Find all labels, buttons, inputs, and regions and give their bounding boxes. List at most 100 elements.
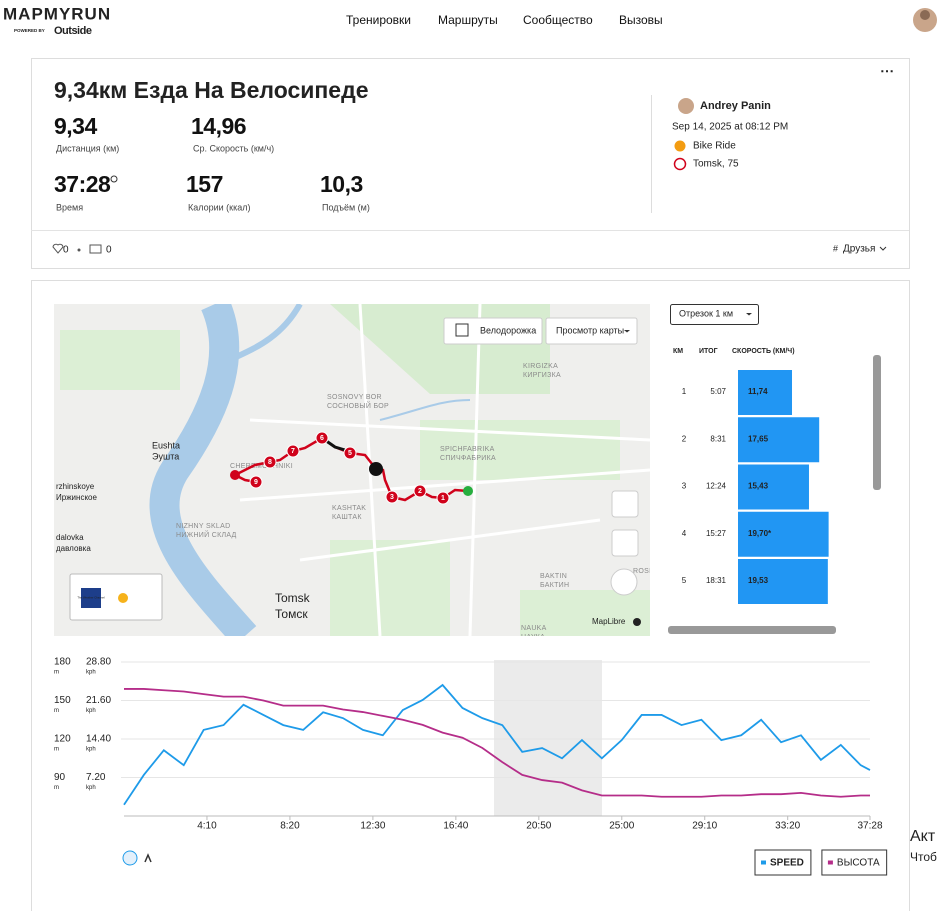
split-time: 12:24 <box>706 482 727 491</box>
avatar-head <box>920 10 930 20</box>
legend-label: SPEED <box>770 858 804 869</box>
privacy[interactable]: Друзья <box>843 244 875 255</box>
caret <box>746 313 752 316</box>
stat-value: 10,3 <box>320 171 363 197</box>
bar <box>738 511 829 557</box>
weather-widget[interactable] <box>69 573 163 621</box>
stream <box>379 399 471 421</box>
nav-link[interactable]: Маршруты <box>438 13 498 27</box>
weather-logo <box>81 588 101 608</box>
scroll-thumb[interactable] <box>873 355 881 490</box>
split-time: 5:07 <box>710 387 726 396</box>
x-tick-label: 25:00 <box>609 821 634 832</box>
map[interactable]: KIRGIZKA КИРГИЗКА SOSNOVY BOR СОСНОВЫЙ Б… <box>54 304 651 641</box>
km-marker[interactable] <box>315 431 329 445</box>
location-icon <box>673 157 687 171</box>
split-time: 8:31 <box>710 434 726 443</box>
km-marker-label: 1 <box>441 495 445 502</box>
position-marker <box>369 462 383 476</box>
km-marker[interactable] <box>263 455 277 469</box>
map-view-label: Просмотр карты <box>556 325 624 335</box>
km-marker[interactable] <box>413 484 427 498</box>
split-select-label: Отрезок 1 км <box>679 308 733 318</box>
stat-label: Ср. Скорость (км/ч) <box>193 143 274 153</box>
km-marker[interactable] <box>436 491 450 505</box>
x-tick-label: 16:40 <box>443 821 468 832</box>
info-icon[interactable] <box>110 175 118 183</box>
time-toggle[interactable] <box>122 850 138 866</box>
brand: Outside <box>54 25 92 37</box>
map-label: rzhinskoye <box>56 482 95 491</box>
x-tick-label: 29:10 <box>692 821 717 832</box>
km-marker[interactable] <box>249 475 263 489</box>
legend-swatch <box>827 860 833 865</box>
activity-card <box>31 58 910 269</box>
km-marker-label: 3 <box>390 494 394 501</box>
bike-icon <box>674 140 686 152</box>
locate-button[interactable] <box>611 529 639 557</box>
stat-value: 9,34 <box>54 113 97 139</box>
watermark: Акт <box>910 828 936 845</box>
dot <box>77 248 81 252</box>
km-label: 2 <box>682 434 687 443</box>
park <box>60 330 650 636</box>
km-marker-label: 7 <box>291 448 295 455</box>
km-marker[interactable] <box>385 490 399 504</box>
map-view-button[interactable] <box>545 317 638 345</box>
x-tick-label: 33:20 <box>775 821 800 832</box>
y-unit: m <box>54 747 59 753</box>
km-marker[interactable] <box>286 444 300 458</box>
bar <box>738 464 809 510</box>
user-avatar[interactable] <box>678 98 694 114</box>
caret <box>624 330 630 333</box>
selected-range <box>494 660 602 816</box>
nav-link[interactable]: Вызовы <box>619 13 663 27</box>
powered-by: POWERED BY <box>14 28 45 33</box>
more-menu[interactable]: ⋯ <box>880 63 894 79</box>
scroll-thumb[interactable] <box>668 626 836 634</box>
map-label: dalovka <box>56 533 84 542</box>
checkbox[interactable] <box>455 323 469 337</box>
user-name[interactable]: Andrey Panin <box>700 100 771 112</box>
value-label: 17,65 <box>748 434 769 443</box>
like-icon[interactable] <box>52 243 64 254</box>
stat-label: Подъём (м) <box>322 202 370 212</box>
split-select[interactable] <box>670 304 759 325</box>
toggle-label: Велодорожка <box>480 325 536 335</box>
y-unit: m <box>54 670 59 676</box>
km-label: 4 <box>682 529 687 538</box>
comment-icon[interactable] <box>89 244 102 254</box>
activity-title: 9,34км Езда На Велосипеде <box>54 77 369 103</box>
fullscreen-button[interactable] <box>611 490 639 518</box>
comment-count: 0 <box>106 245 112 256</box>
nav-link[interactable]: Сообщество <box>523 13 593 27</box>
compass[interactable] <box>610 568 638 596</box>
km-marker[interactable] <box>343 446 357 460</box>
sun-icon <box>118 593 128 603</box>
activity-date: Sep 14, 2025 at 08:12 PM <box>672 122 788 133</box>
nav-link[interactable]: Тренировки <box>346 13 411 27</box>
column-header: КМ <box>673 348 683 355</box>
km-label: 3 <box>682 482 687 491</box>
distance-toggle[interactable] <box>144 853 152 863</box>
km-marker-label: 2 <box>418 488 422 495</box>
privacy-icon: # <box>833 243 838 253</box>
logo[interactable]: MAPMYRUN <box>3 4 111 23</box>
river <box>149 304 257 636</box>
info-button[interactable] <box>633 618 641 626</box>
map-label: NIZHNY SKLAD <box>176 523 230 530</box>
location: Tomsk, 75 <box>693 159 739 170</box>
column-header: ИТОГ <box>699 348 718 355</box>
map-label: KIRGIZKA <box>523 363 558 370</box>
series-line <box>123 683 871 806</box>
map-label: SOSNOVY BOR <box>327 394 382 401</box>
y-tick-label: 90 <box>54 772 66 783</box>
line-chart: 90 m 120 m 150 m 180 m 7.20 kph 14.40 kph 21.60 kph 28… <box>54 657 888 876</box>
stat-value: 157 <box>186 171 223 197</box>
y-tick-label: 120 <box>54 734 71 745</box>
km-marker-label: 8 <box>268 459 272 466</box>
y-tick-label: 150 <box>54 695 71 706</box>
map-label: СПИЧФАБРИКА <box>440 455 496 462</box>
map-label: SPICHFABRIKA <box>440 446 495 453</box>
y2-tick-label: 28.80 <box>86 657 111 668</box>
